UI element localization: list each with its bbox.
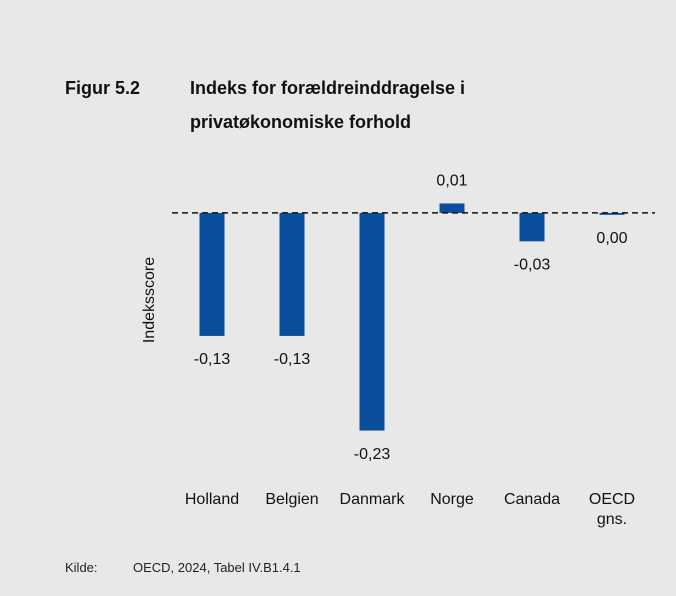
x-tick-label: Danmark [339,491,405,508]
value-label: -0,13 [194,351,231,368]
bar [359,212,385,431]
chart-title: Indeks for forældreinddragelse i privatø… [190,78,466,132]
y-axis-label: Indeksscore [141,257,158,343]
value-label: -0,23 [354,446,391,463]
bar [519,212,545,242]
figure-label: Figur 5.2 [65,78,141,98]
value-label: 0,00 [596,230,627,247]
value-label: -0,13 [274,351,311,368]
source-label: Kilde: [65,560,98,575]
bar [199,212,225,336]
x-tick-label: Canada [503,491,561,508]
bar [279,212,305,336]
x-tick-label: Holland [184,491,240,508]
x-tick-label: OECD gns. [588,491,636,528]
bar [599,212,625,215]
x-tick-label: Norge [430,491,474,508]
value-label: 0,01 [436,173,467,190]
value-label: -0,03 [514,257,551,274]
bar [439,203,465,213]
source: OECD, 2024, Tabel IV.B1.4.1 [133,560,301,575]
x-tick-label: Belgien [265,491,319,508]
